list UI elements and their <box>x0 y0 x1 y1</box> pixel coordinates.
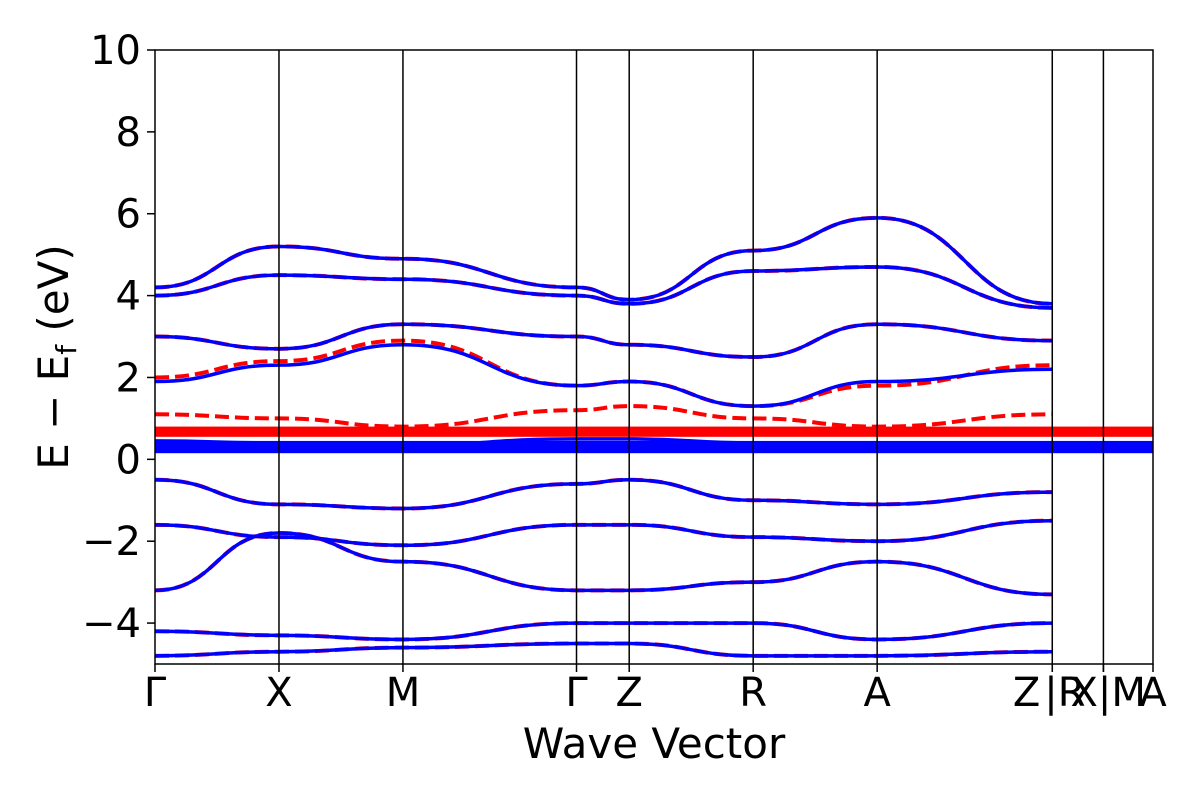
band-line <box>155 478 1053 511</box>
x-tick-label: R <box>739 670 767 716</box>
x-tick-label: Γ <box>565 670 588 716</box>
y-tick-label: 0 <box>116 437 141 483</box>
x-tick-label: A <box>1139 670 1167 716</box>
y-tick-label: 2 <box>116 355 141 401</box>
x-tick-label: |R <box>1044 670 1085 716</box>
band-line <box>155 216 1053 306</box>
x-tick-label: X <box>265 670 292 716</box>
band-line <box>155 404 1053 429</box>
y-axis-title-main: E − E <box>29 355 78 470</box>
x-axis-title: Wave Vector <box>523 719 786 768</box>
y-axis-title-unit: (eV) <box>29 244 78 345</box>
y-tick-label: −4 <box>82 601 141 647</box>
x-tick-label: Z <box>1013 670 1040 716</box>
y-axis-title-subscript: f <box>50 344 83 355</box>
x-tick-label: M <box>1111 670 1146 716</box>
band-line <box>155 265 1053 310</box>
x-tick-label: Z <box>616 670 643 716</box>
y-tick-label: 10 <box>90 28 141 74</box>
x-tick-label: X| <box>1071 670 1112 716</box>
y-tick-label: 6 <box>116 192 141 238</box>
band-line <box>155 621 1053 642</box>
band-line <box>155 342 1053 408</box>
y-axis-title: E − Ef (eV) <box>29 244 83 470</box>
y-axis-ticks: 10 8 6 4 2 0 −2 −4 <box>82 28 155 647</box>
band-line <box>155 338 1053 409</box>
kpoint-divider-lines <box>278 50 1105 664</box>
y-tick-label: 4 <box>116 274 141 320</box>
flat-band-blue <box>155 440 1153 454</box>
flat-band-red <box>155 426 1153 437</box>
plot-frame <box>154 49 1154 665</box>
x-tick-label: A <box>863 670 891 716</box>
band-line <box>155 215 1053 306</box>
y-tick-label: −2 <box>82 519 141 565</box>
band-line <box>155 322 1053 359</box>
y-tick-label: 8 <box>116 110 141 156</box>
x-axis-ticks: Γ X M Γ Z R A Z |RX| MA <box>144 664 1167 716</box>
x-tick-label: M <box>386 670 421 716</box>
band-line <box>155 531 1053 597</box>
x-tick-label: Γ <box>144 670 167 716</box>
